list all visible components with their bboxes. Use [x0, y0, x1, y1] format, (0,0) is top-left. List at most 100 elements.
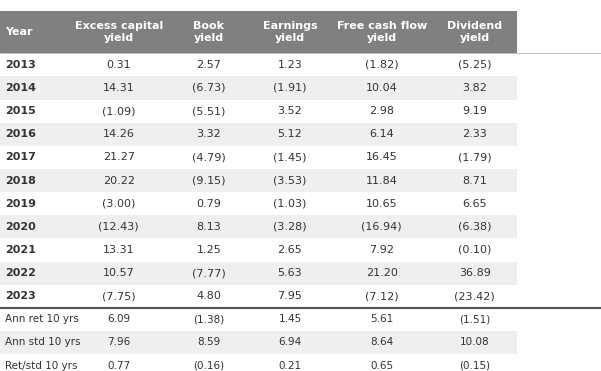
Bar: [433, 99, 517, 123]
Bar: [168, 146, 249, 169]
Text: 36.89: 36.89: [459, 268, 491, 278]
Text: Dividend
yield: Dividend yield: [447, 22, 502, 43]
Bar: [249, 11, 331, 53]
Bar: [168, 192, 249, 215]
Text: 3.52: 3.52: [278, 106, 302, 116]
Text: (16.94): (16.94): [361, 222, 402, 232]
Bar: [249, 53, 331, 76]
Bar: [331, 308, 433, 331]
Text: 6.09: 6.09: [107, 314, 130, 324]
Bar: [0, 239, 69, 262]
Bar: [69, 215, 168, 239]
Bar: [0, 354, 69, 371]
Bar: [69, 192, 168, 215]
Bar: [433, 239, 517, 262]
Text: 6.94: 6.94: [278, 338, 302, 348]
Text: 2.65: 2.65: [278, 245, 302, 255]
Text: (1.79): (1.79): [458, 152, 492, 162]
Text: 1.23: 1.23: [278, 60, 302, 70]
Bar: [433, 123, 517, 146]
Text: 2017: 2017: [5, 152, 35, 162]
Text: 2021: 2021: [5, 245, 35, 255]
Text: (7.75): (7.75): [102, 291, 135, 301]
Text: 7.95: 7.95: [278, 291, 302, 301]
Bar: [168, 239, 249, 262]
Text: Book
yield: Book yield: [194, 22, 224, 43]
Text: (12.43): (12.43): [99, 222, 139, 232]
Bar: [249, 146, 331, 169]
Text: 2.57: 2.57: [197, 60, 221, 70]
Bar: [168, 308, 249, 331]
Bar: [69, 53, 168, 76]
Bar: [69, 76, 168, 99]
Bar: [168, 331, 249, 354]
Text: 2013: 2013: [5, 60, 35, 70]
Bar: [433, 11, 517, 53]
Text: (23.42): (23.42): [454, 291, 495, 301]
Bar: [331, 53, 433, 76]
Text: (1.38): (1.38): [194, 314, 224, 324]
Text: (1.45): (1.45): [273, 152, 307, 162]
Text: (5.25): (5.25): [458, 60, 492, 70]
Bar: [249, 308, 331, 331]
Bar: [433, 146, 517, 169]
Text: 10.04: 10.04: [366, 83, 397, 93]
Bar: [331, 169, 433, 192]
Text: (1.09): (1.09): [102, 106, 135, 116]
Bar: [168, 76, 249, 99]
Text: Free cash flow
yield: Free cash flow yield: [337, 22, 427, 43]
Text: Year: Year: [5, 27, 32, 37]
Bar: [69, 331, 168, 354]
Bar: [168, 11, 249, 53]
Text: 20.22: 20.22: [103, 175, 135, 186]
Bar: [168, 285, 249, 308]
Text: (7.77): (7.77): [192, 268, 226, 278]
Text: Ann ret 10 yrs: Ann ret 10 yrs: [5, 314, 79, 324]
Text: (0.10): (0.10): [458, 245, 492, 255]
Bar: [0, 99, 69, 123]
Bar: [433, 53, 517, 76]
Text: (4.79): (4.79): [192, 152, 226, 162]
Text: 2016: 2016: [5, 129, 36, 139]
Bar: [0, 146, 69, 169]
Text: 16.45: 16.45: [366, 152, 397, 162]
Text: (1.51): (1.51): [459, 314, 490, 324]
Text: (1.03): (1.03): [273, 198, 307, 209]
Text: (1.82): (1.82): [365, 60, 398, 70]
Text: 1.25: 1.25: [197, 245, 221, 255]
Bar: [433, 215, 517, 239]
Text: 10.57: 10.57: [103, 268, 135, 278]
Bar: [433, 331, 517, 354]
Bar: [0, 215, 69, 239]
Bar: [69, 239, 168, 262]
Text: (3.28): (3.28): [273, 222, 307, 232]
Bar: [0, 169, 69, 192]
Text: 7.92: 7.92: [369, 245, 394, 255]
Bar: [168, 262, 249, 285]
Text: (0.16): (0.16): [194, 361, 224, 371]
Text: 21.20: 21.20: [365, 268, 398, 278]
Bar: [69, 123, 168, 146]
Text: 3.82: 3.82: [462, 83, 487, 93]
Bar: [249, 99, 331, 123]
Bar: [331, 262, 433, 285]
Bar: [331, 99, 433, 123]
Bar: [249, 285, 331, 308]
Text: 1.45: 1.45: [278, 314, 302, 324]
Bar: [69, 99, 168, 123]
Bar: [0, 123, 69, 146]
Text: 0.79: 0.79: [197, 198, 221, 209]
Bar: [331, 331, 433, 354]
Text: 0.65: 0.65: [370, 361, 393, 371]
Bar: [249, 123, 331, 146]
Text: 2018: 2018: [5, 175, 35, 186]
Bar: [331, 285, 433, 308]
Text: 8.13: 8.13: [197, 222, 221, 232]
Bar: [331, 354, 433, 371]
Bar: [249, 169, 331, 192]
Bar: [0, 192, 69, 215]
Bar: [69, 285, 168, 308]
Text: 7.96: 7.96: [107, 338, 130, 348]
Text: 5.12: 5.12: [278, 129, 302, 139]
Text: (6.73): (6.73): [192, 83, 225, 93]
